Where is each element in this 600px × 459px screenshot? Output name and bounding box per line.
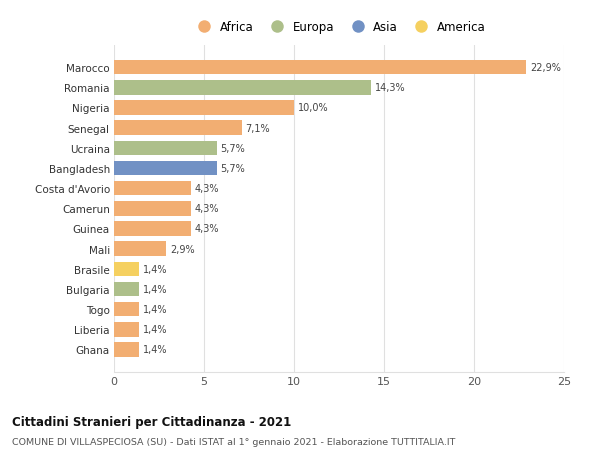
Text: 10,0%: 10,0% xyxy=(298,103,328,113)
Text: 5,7%: 5,7% xyxy=(220,144,245,153)
Bar xyxy=(114,81,371,95)
Bar xyxy=(114,262,139,276)
Text: 22,9%: 22,9% xyxy=(530,63,560,73)
Text: Cittadini Stranieri per Cittadinanza - 2021: Cittadini Stranieri per Cittadinanza - 2… xyxy=(12,415,291,428)
Bar xyxy=(114,282,139,297)
Text: 14,3%: 14,3% xyxy=(375,83,406,93)
Bar xyxy=(114,162,217,176)
Text: 1,4%: 1,4% xyxy=(143,285,167,294)
Bar xyxy=(114,101,294,116)
Text: 1,4%: 1,4% xyxy=(143,264,167,274)
Text: 1,4%: 1,4% xyxy=(143,304,167,314)
Bar xyxy=(114,121,242,135)
Bar xyxy=(114,302,139,317)
Bar xyxy=(114,141,217,156)
Bar xyxy=(114,61,526,75)
Bar xyxy=(114,222,191,236)
Legend: Africa, Europa, Asia, America: Africa, Europa, Asia, America xyxy=(188,16,490,39)
Text: 1,4%: 1,4% xyxy=(143,345,167,355)
Bar xyxy=(114,242,166,256)
Text: COMUNE DI VILLASPECIOSA (SU) - Dati ISTAT al 1° gennaio 2021 - Elaborazione TUTT: COMUNE DI VILLASPECIOSA (SU) - Dati ISTA… xyxy=(12,437,455,446)
Bar xyxy=(114,322,139,337)
Text: 1,4%: 1,4% xyxy=(143,325,167,335)
Text: 4,3%: 4,3% xyxy=(195,184,220,194)
Text: 5,7%: 5,7% xyxy=(220,163,245,174)
Text: 2,9%: 2,9% xyxy=(170,244,194,254)
Text: 4,3%: 4,3% xyxy=(195,204,220,214)
Bar xyxy=(114,181,191,196)
Text: 4,3%: 4,3% xyxy=(195,224,220,234)
Bar xyxy=(114,342,139,357)
Text: 7,1%: 7,1% xyxy=(245,123,270,133)
Bar xyxy=(114,202,191,216)
